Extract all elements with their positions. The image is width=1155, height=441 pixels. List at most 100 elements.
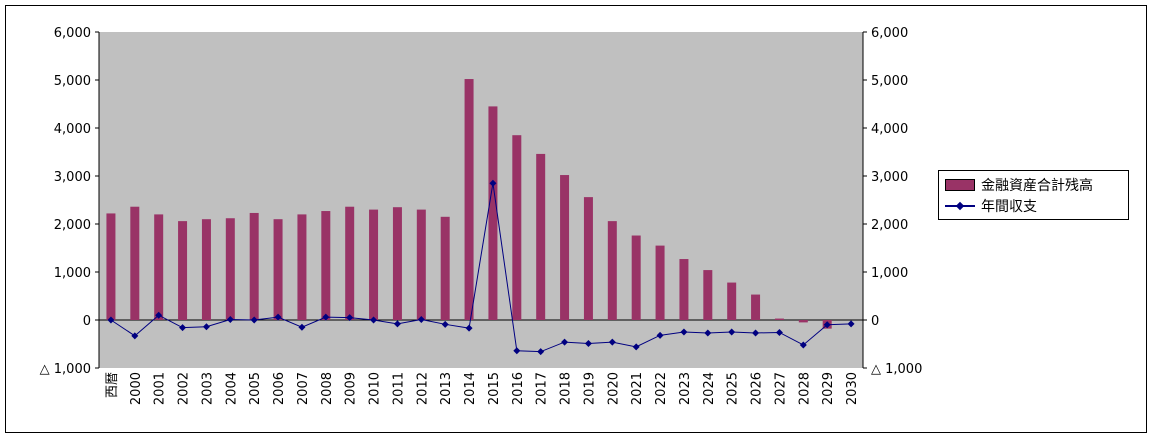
- series-line: [110, 183, 852, 353]
- bar: [416, 209, 426, 320]
- bar: [679, 259, 689, 320]
- line-point: [489, 179, 497, 187]
- bar: [321, 211, 331, 320]
- bar: [440, 216, 450, 320]
- x-tick-label: 2014: [463, 372, 478, 405]
- bar-series: [106, 79, 832, 329]
- x-tick-label: 西暦: [105, 372, 120, 398]
- bar: [583, 197, 593, 320]
- line-point: [823, 321, 831, 329]
- bar: [273, 219, 283, 320]
- line-point: [680, 328, 688, 336]
- bar: [392, 207, 402, 320]
- bar: [106, 213, 116, 320]
- x-tick-label: 2023: [678, 372, 693, 405]
- x-tick-label: 2022: [654, 372, 669, 405]
- line-point: [584, 340, 592, 348]
- bar: [345, 206, 355, 320]
- x-tick-label: 2017: [535, 372, 550, 405]
- line-point: [847, 320, 855, 328]
- y-tick-label-right: 6,000: [871, 26, 908, 41]
- x-tick-label: 2013: [439, 372, 454, 405]
- x-tick-label: 2021: [630, 372, 645, 405]
- line-point: [346, 314, 354, 322]
- line-point: [131, 332, 139, 340]
- bar: [798, 320, 808, 323]
- legend-label-annual: 年間収支: [981, 199, 1037, 215]
- legend-item-annual: 年間収支: [945, 196, 1037, 216]
- bar: [130, 206, 140, 320]
- line-point: [775, 328, 783, 336]
- bar: [512, 135, 522, 320]
- bar: [631, 235, 641, 320]
- bar: [201, 219, 211, 320]
- line-point: [202, 323, 210, 331]
- y-tick-label-left: △ 1,000: [40, 362, 91, 377]
- x-tick-label: 2004: [224, 372, 239, 405]
- y-tick-label-right: 2,000: [871, 218, 908, 233]
- y-tick-label-left: 4,000: [54, 122, 91, 137]
- x-tick-label: 2025: [726, 372, 741, 405]
- x-axis: 西暦 2000 2001 2002 2003 2004 2005 2006 2007 2008 20…: [99, 319, 863, 405]
- bar: [727, 282, 737, 320]
- x-tick-label: 2012: [415, 372, 430, 405]
- bar: [154, 214, 164, 320]
- y-tick-label-right: 1,000: [871, 266, 908, 281]
- y-tick-label-left: 5,000: [54, 74, 91, 89]
- line-point: [752, 329, 760, 337]
- bar: [369, 209, 379, 320]
- bar: [703, 270, 713, 320]
- line-point: [704, 329, 712, 337]
- line-point: [537, 348, 545, 356]
- legend-label-balance: 金融資産合計残高: [981, 178, 1093, 194]
- x-tick-label: 2018: [559, 372, 574, 405]
- line-point: [441, 320, 449, 328]
- x-tick-label: 2002: [177, 372, 192, 405]
- x-tick-label: 2007: [296, 372, 311, 405]
- bar: [178, 221, 188, 320]
- x-tick-label: 2030: [845, 372, 860, 405]
- line-point: [393, 320, 401, 328]
- plot-area: [99, 32, 863, 368]
- x-tick-label: 2010: [368, 372, 383, 405]
- line-point: [417, 316, 425, 324]
- y-tick-label-right: △ 1,000: [871, 362, 922, 377]
- bar: [297, 214, 307, 320]
- legend-swatch-line: [945, 200, 975, 212]
- y-tick-label-left: 1,000: [54, 266, 91, 281]
- x-tick-label: 2016: [511, 372, 526, 405]
- line-point: [632, 343, 640, 351]
- bar: [488, 106, 498, 321]
- line-point: [155, 311, 163, 319]
- bar: [464, 79, 474, 320]
- legend: 金融資産合計残高 年間収支: [938, 170, 1129, 220]
- line-point: [728, 328, 736, 336]
- bar: [774, 318, 784, 320]
- x-tick-label: 2000: [129, 372, 144, 405]
- x-tick-label: 2006: [272, 372, 287, 405]
- line-point: [250, 316, 258, 324]
- y-tick-label-right: 5,000: [871, 74, 908, 89]
- x-tick-label: 2009: [344, 372, 359, 405]
- x-tick-label: 2011: [391, 372, 406, 405]
- x-tick-label: 2027: [773, 372, 788, 405]
- x-tick-label: 2029: [821, 372, 836, 405]
- legend-item-balance: 金融資産合計残高: [945, 175, 1093, 195]
- y-tick-label-left: 0: [83, 314, 91, 329]
- line-point: [322, 313, 330, 321]
- y-tick-label-right: 3,000: [871, 170, 908, 185]
- y-tick-label-left: 6,000: [54, 26, 91, 41]
- x-tick-label: 2003: [200, 372, 215, 405]
- line-point: [274, 313, 282, 321]
- bar: [607, 221, 617, 320]
- line-series: [107, 179, 855, 356]
- y-tick-label-right: 4,000: [871, 122, 908, 137]
- legend-swatch-bar: [945, 179, 975, 191]
- y-tick-label-right: 0: [871, 314, 879, 329]
- x-tick-label: 2005: [248, 372, 263, 405]
- line-point: [561, 338, 569, 346]
- line-point: [179, 324, 187, 332]
- y-axis-left: △ 1,000 0 1,000 2,000 3,000 4,000 5,000 6,000: [40, 26, 100, 377]
- bar: [225, 218, 235, 320]
